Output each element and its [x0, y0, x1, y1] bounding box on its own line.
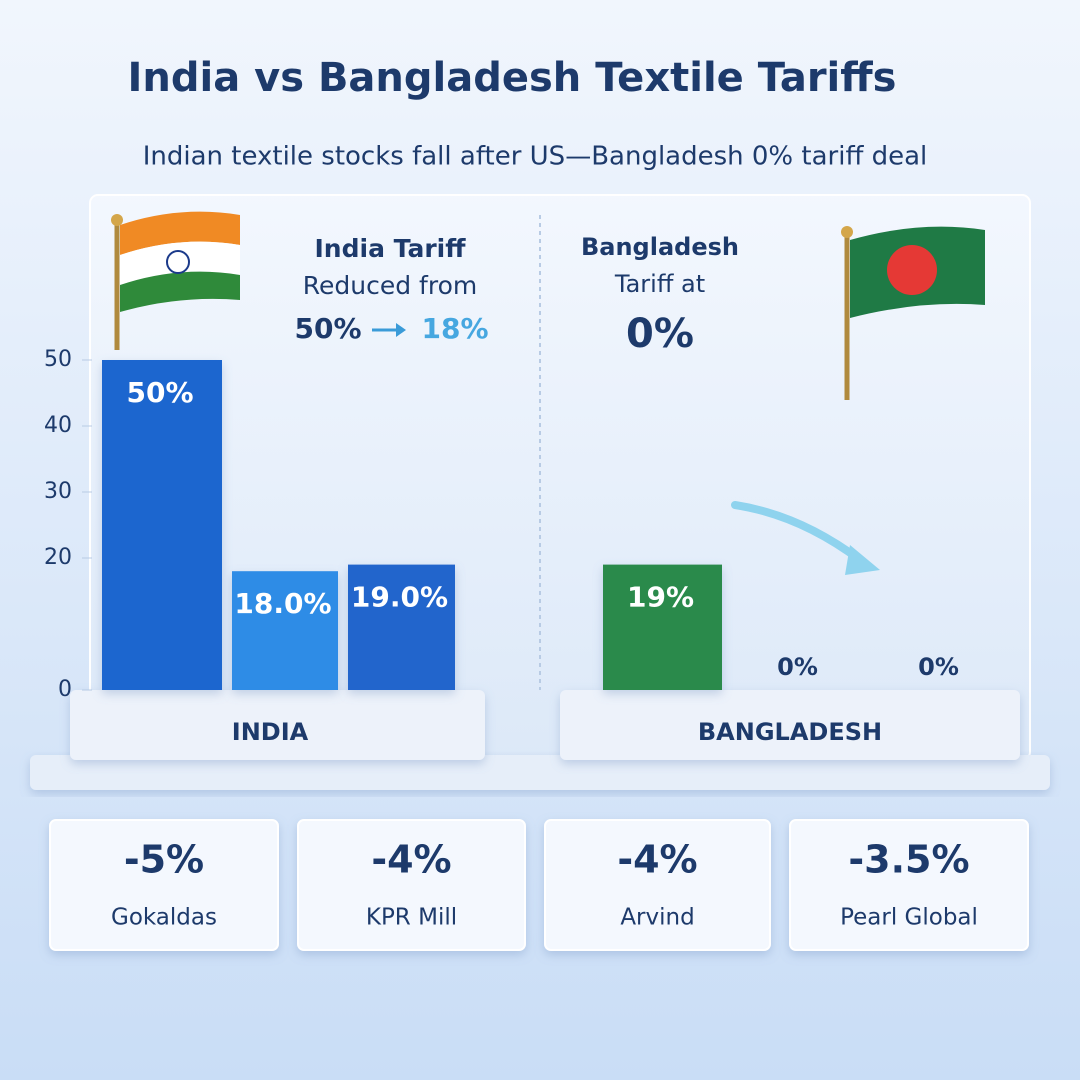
stock-card — [789, 819, 1029, 951]
y-tick-label: 40 — [44, 413, 72, 438]
base-shelf — [30, 755, 1050, 790]
bangladesh-value: 0% — [626, 311, 694, 357]
y-tick-label: 50 — [44, 347, 72, 372]
india-to: 18% — [421, 312, 488, 345]
bar — [348, 564, 455, 690]
y-tick-label: 0 — [58, 677, 72, 702]
stock-name: Arvind — [620, 905, 694, 931]
bangladesh-flag — [841, 226, 985, 400]
india-platform — [70, 690, 485, 760]
india-note: India Tariff — [315, 234, 467, 263]
trend-arrow — [731, 501, 864, 564]
y-tick-label: 30 — [44, 479, 72, 504]
stock-change: -5% — [124, 838, 204, 882]
stock-card — [297, 819, 526, 951]
bar — [603, 564, 722, 690]
value-label: 50% — [126, 376, 193, 409]
bar — [232, 571, 338, 690]
stock-name: KPR Mill — [366, 905, 457, 931]
bangladesh-note: Tariff at — [614, 270, 705, 298]
bangladesh-note: Bangladesh — [581, 233, 739, 261]
stock-name: Pearl Global — [840, 905, 978, 931]
trend-arrow — [845, 545, 880, 575]
group-label: BANGLADESH — [698, 718, 882, 746]
arrow — [372, 323, 406, 337]
y-tick-label: 20 — [44, 545, 72, 570]
stock-name: Gokaldas — [111, 905, 217, 931]
bar — [102, 360, 222, 690]
subtitle: Indian textile stocks fall after US—Bang… — [143, 142, 928, 172]
stock-change: -3.5% — [848, 838, 969, 882]
stock-change: -4% — [371, 838, 451, 882]
group-label: INDIA — [232, 718, 309, 746]
stock-card — [49, 819, 279, 951]
india-note: Reduced from — [303, 271, 477, 300]
value-label: 0% — [777, 653, 818, 681]
value-label: 18.0% — [234, 587, 331, 620]
stock-card — [544, 819, 771, 951]
bangladesh-platform — [560, 690, 1020, 760]
value-label: 19.0% — [351, 581, 448, 614]
value-label: 0% — [918, 653, 959, 681]
india-flag — [111, 211, 240, 350]
stock-change: -4% — [617, 838, 697, 882]
title: India vs Bangladesh Textile Tariffs — [128, 55, 897, 101]
value-label: 19% — [627, 581, 694, 614]
india-from: 50% — [294, 312, 361, 345]
